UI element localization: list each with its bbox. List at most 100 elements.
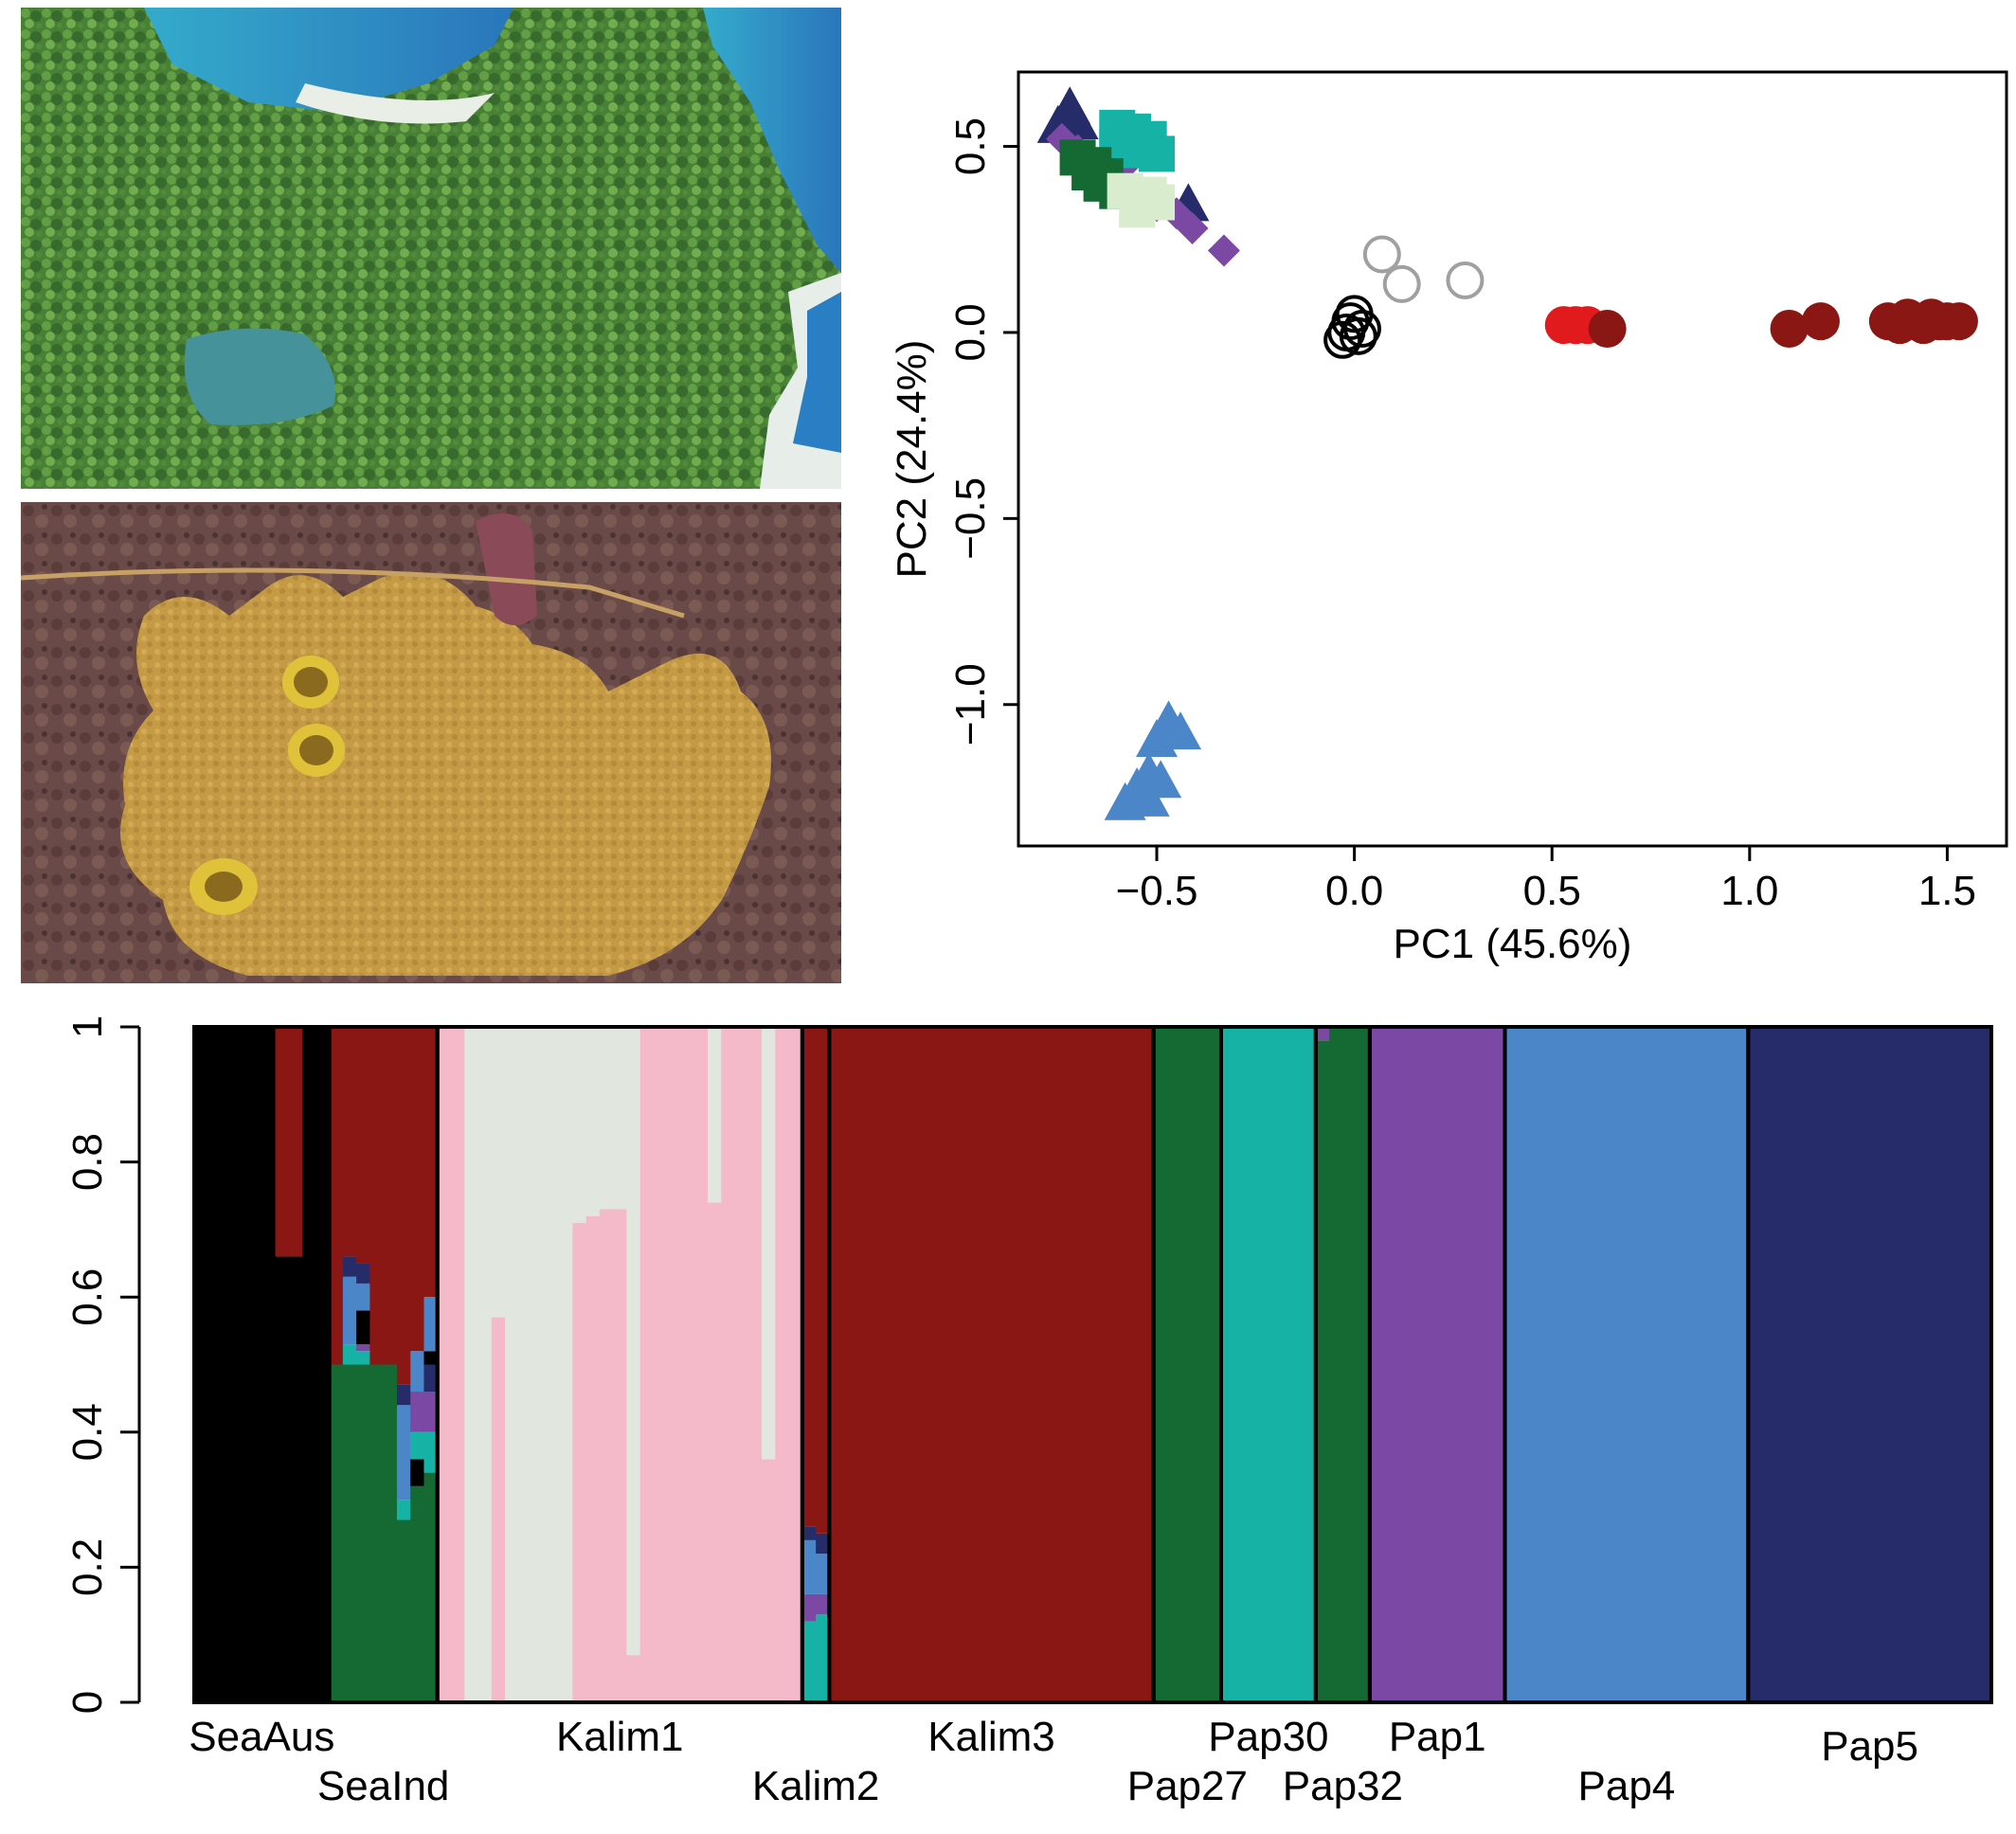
structure-bar-segment (1774, 1027, 1790, 1702)
structure-y-tick-label: 0.2 (64, 1538, 111, 1596)
structure-bar-segment (369, 1027, 385, 1365)
pca-x-axis: −0.5 0.0 0.5 1.0 1.5 (1116, 846, 1976, 914)
structure-y-tick-label: 0.8 (64, 1133, 111, 1191)
structure-bar-segment (1640, 1027, 1655, 1702)
structure-bar-segment (1518, 1027, 1533, 1702)
structure-bar-segment (1180, 1027, 1196, 1702)
pca-point (1126, 128, 1163, 165)
pca-point (1342, 310, 1381, 349)
structure-bar-segment (924, 1027, 939, 1702)
structure-bar-segment (572, 1222, 587, 1702)
structure-population-label: Pap4 (1578, 1763, 1676, 1809)
structure-bar-segment (1680, 1027, 1695, 1702)
structure-bar-segment (423, 1472, 439, 1702)
pca-scatter-chart: −0.5 0.0 0.5 1.0 1.5 −1.0 −0.5 0.0 0.5 PC1 (45.… (889, 70, 2008, 967)
structure-bar-segment (410, 1459, 425, 1486)
structure-bar-segment (288, 1027, 303, 1257)
structure-bar-segment (288, 1256, 303, 1702)
pca-point (1362, 235, 1401, 274)
structure-bar-segment (1207, 1027, 1222, 1702)
structure-bar-segment (693, 1027, 709, 1702)
structure-bar-segment (708, 1027, 722, 1203)
structure-bar-segment (1856, 1027, 1871, 1702)
structure-bar-segment (816, 1593, 830, 1615)
structure-bar-segment (342, 1027, 357, 1257)
structure-bar-segment (1032, 1027, 1047, 1702)
pca-x-tick-label: 0.0 (1325, 868, 1383, 914)
pca-point (1588, 310, 1627, 349)
structure-bar-segment (451, 1027, 465, 1702)
structure-bar-segment (762, 1027, 776, 1460)
structure-bar-segment (909, 1027, 925, 1702)
structure-bar-segment (680, 1027, 695, 1702)
pca-point (1939, 302, 1978, 341)
structure-population-label: Pap1 (1389, 1714, 1486, 1760)
pca-point (1120, 771, 1162, 810)
structure-bar-segment (342, 1344, 357, 1365)
structure-bar-segment (1694, 1027, 1709, 1702)
structure-bar-segment (261, 1027, 277, 1702)
structure-bar-segment (747, 1027, 763, 1702)
pca-y-axis: −1.0 −0.5 0.0 0.5 (947, 117, 1018, 746)
structure-bar-segment (855, 1027, 871, 1702)
structure-bar-segment (410, 1027, 425, 1352)
structure-bar-segment (1153, 1027, 1168, 1702)
structure-bars (194, 1027, 1992, 1702)
structure-bar-segment (1275, 1027, 1289, 1702)
structure-bar-segment (1545, 1027, 1560, 1702)
structure-bar-segment (937, 1027, 952, 1702)
structure-bar-segment (559, 1027, 573, 1702)
structure-bar-segment (194, 1027, 208, 1702)
structure-bar-segment (1045, 1027, 1060, 1702)
structure-bar-segment (1735, 1027, 1749, 1702)
structure-bar-segment (842, 1027, 857, 1702)
structure-bar-segment (464, 1027, 479, 1702)
structure-bar-segment (1396, 1027, 1412, 1702)
structure-bar-segment (1748, 1027, 1763, 1702)
structure-population-label: Pap27 (1127, 1763, 1248, 1809)
pca-point (1207, 234, 1240, 267)
pca-point (1071, 154, 1108, 191)
structure-bar-segment (383, 1027, 398, 1365)
structure-bar-segment (1018, 1027, 1033, 1702)
structure-bar-segment (342, 1364, 357, 1702)
structure-bar-segment (423, 1431, 439, 1473)
structure-bar-segment (964, 1027, 979, 1702)
structure-bar-segment (477, 1027, 493, 1702)
structure-bar-segment (356, 1364, 371, 1702)
structure-bar-segment (1936, 1027, 1952, 1702)
pca-point (1130, 176, 1167, 213)
pca-points (1036, 86, 1978, 820)
pca-x-tick-label: 1.5 (1918, 868, 1976, 914)
structure-y-tick-label: 0.6 (64, 1268, 111, 1326)
structure-bar-segment (396, 1384, 411, 1406)
structure-bar-segment (599, 1027, 614, 1210)
structure-bar-segment (816, 1614, 830, 1702)
structure-population-label: SeaAus (189, 1714, 334, 1760)
structure-bar-segment (1288, 1027, 1304, 1702)
structure-bar-segment (1951, 1027, 1966, 1702)
structure-population-label: SeaInd (317, 1763, 449, 1809)
structure-bar-segment (626, 1027, 641, 1656)
structure-bar-segment (1342, 1027, 1358, 1702)
structure-bar-segment (356, 1344, 371, 1352)
structure-bar-segment (801, 1621, 817, 1702)
structure-bar-segment (721, 1027, 736, 1702)
pca-point (1446, 261, 1485, 299)
structure-bar-segment (491, 1317, 506, 1702)
structure-bar-segment (423, 1364, 439, 1393)
pca-x-tick-label: 0.5 (1523, 868, 1581, 914)
structure-bar-segment (1977, 1027, 1992, 1702)
sponge-photo (21, 502, 841, 983)
pca-point (1801, 302, 1840, 341)
structure-bar-segment (518, 1027, 533, 1702)
structure-bar-segment (1464, 1027, 1479, 1702)
pca-plot-frame (1017, 70, 2008, 848)
structure-bar-segment (801, 1539, 817, 1594)
structure-bar-segment (1815, 1027, 1830, 1702)
structure-population-label: Kalim3 (927, 1714, 1055, 1760)
structure-bar-segment (585, 1027, 601, 1216)
structure-bar-segment (396, 1519, 411, 1702)
structure-bar-segment (1356, 1027, 1371, 1702)
